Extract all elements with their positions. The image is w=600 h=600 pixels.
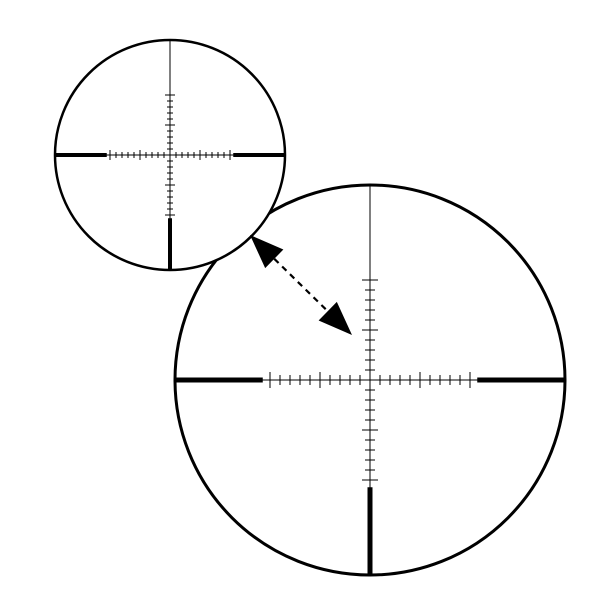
diagram-canvas xyxy=(0,0,600,600)
